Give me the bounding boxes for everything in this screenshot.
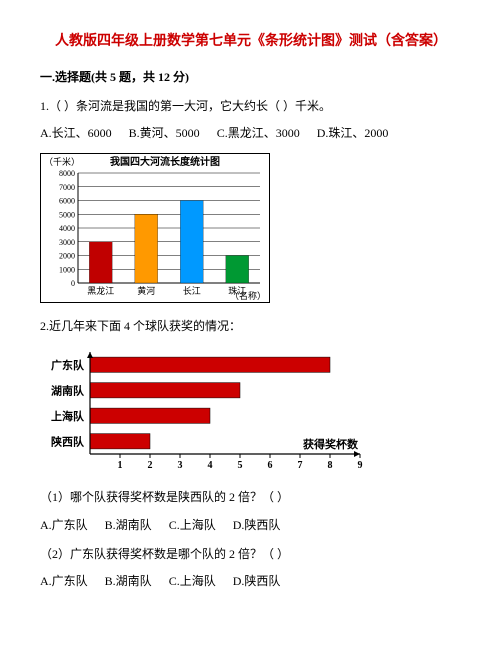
chart1-container: 我国四大河流长度统计图 （千米） 0 1000 2000 3000 4000 5000 6000… — [40, 153, 462, 303]
chart1: 我国四大河流长度统计图 （千米） 0 1000 2000 3000 4000 5000 6000… — [40, 153, 270, 303]
chart2: 广东队湖南队上海队陕西队 1 2 3 4 5 6 7 8 9 获得奖杯数 — [40, 344, 370, 474]
svg-text:8000: 8000 — [59, 169, 75, 178]
svg-text:6: 6 — [268, 460, 273, 471]
q1-opt-d: D.珠江、2000 — [317, 126, 389, 140]
svg-text:2: 2 — [148, 460, 153, 471]
svg-text:黄河: 黄河 — [137, 285, 155, 296]
q2-sub1-options: A.广东队 B.湖南队 C.上海队 D.陕西队 — [40, 516, 462, 533]
svg-text:1000: 1000 — [59, 265, 75, 274]
svg-text:3000: 3000 — [59, 238, 75, 247]
svg-text:8: 8 — [328, 460, 333, 471]
svg-text:3: 3 — [178, 460, 183, 471]
svg-text:6000: 6000 — [59, 197, 75, 206]
svg-text:上海队: 上海队 — [51, 409, 85, 423]
svg-text:广东队: 广东队 — [51, 358, 85, 372]
q2s1-opt-b: B.湖南队 — [105, 518, 152, 532]
q2s1-opt-d: D.陕西队 — [233, 518, 281, 532]
svg-text:4000: 4000 — [59, 224, 75, 233]
svg-text:获得奖杯数: 获得奖杯数 — [303, 437, 359, 451]
q2s2-opt-b: B.湖南队 — [105, 574, 152, 588]
q2s2-opt-c: C.上海队 — [169, 574, 216, 588]
q1-options: A.长江、6000 B.黄河、5000 C.黑龙江、3000 D.珠江、2000 — [40, 124, 462, 141]
q2-sub2-options: A.广东队 B.湖南队 C.上海队 D.陕西队 — [40, 572, 462, 589]
svg-text:我国四大河流长度统计图: 我国四大河流长度统计图 — [110, 155, 220, 168]
chart2-container: 广东队湖南队上海队陕西队 1 2 3 4 5 6 7 8 9 获得奖杯数 — [40, 344, 462, 474]
svg-text:7: 7 — [298, 460, 303, 471]
q1-opt-a: A.长江、6000 — [40, 126, 112, 140]
q1-text: 1.（ ）条河流是我国的第一大河，它大约长（ ）千米。 — [40, 97, 462, 116]
svg-text:黑龙江: 黑龙江 — [87, 285, 114, 296]
svg-text:（名称）: （名称） — [230, 290, 266, 301]
q2s2-opt-d: D.陕西队 — [233, 574, 281, 588]
q2-sub1: （1）哪个队获得奖杯数是陕西队的 2 倍？（ ） — [40, 488, 462, 507]
svg-text:湖南队: 湖南队 — [51, 384, 85, 398]
svg-text:（千米）: （千米） — [44, 156, 80, 167]
q2s1-opt-c: C.上海队 — [169, 518, 216, 532]
q2-sub2: （2）广东队获得奖杯数是哪个队的 2 倍？（ ） — [40, 545, 462, 564]
q2-text: 2.近几年来下面 4 个球队获奖的情况： — [40, 317, 462, 336]
q2s1-opt-a: A.广东队 — [40, 518, 88, 532]
page-title: 人教版四年级上册数学第七单元《条形统计图》测试（含答案） — [40, 30, 462, 50]
q2s2-opt-a: A.广东队 — [40, 574, 88, 588]
svg-text:5000: 5000 — [59, 210, 75, 219]
svg-text:9: 9 — [358, 460, 363, 471]
svg-text:0: 0 — [71, 279, 75, 288]
q1-opt-b: B.黄河、5000 — [129, 126, 200, 140]
q1-opt-c: C.黑龙江、3000 — [217, 126, 300, 140]
svg-text:1: 1 — [118, 460, 123, 471]
svg-text:长江: 长江 — [183, 285, 201, 296]
svg-text:5: 5 — [238, 460, 243, 471]
svg-text:2000: 2000 — [59, 252, 75, 261]
svg-text:4: 4 — [208, 460, 213, 471]
svg-text:7000: 7000 — [59, 183, 75, 192]
svg-text:陕西队: 陕西队 — [51, 435, 85, 449]
section-1-header: 一.选择题(共 5 题，共 12 分) — [40, 68, 462, 85]
